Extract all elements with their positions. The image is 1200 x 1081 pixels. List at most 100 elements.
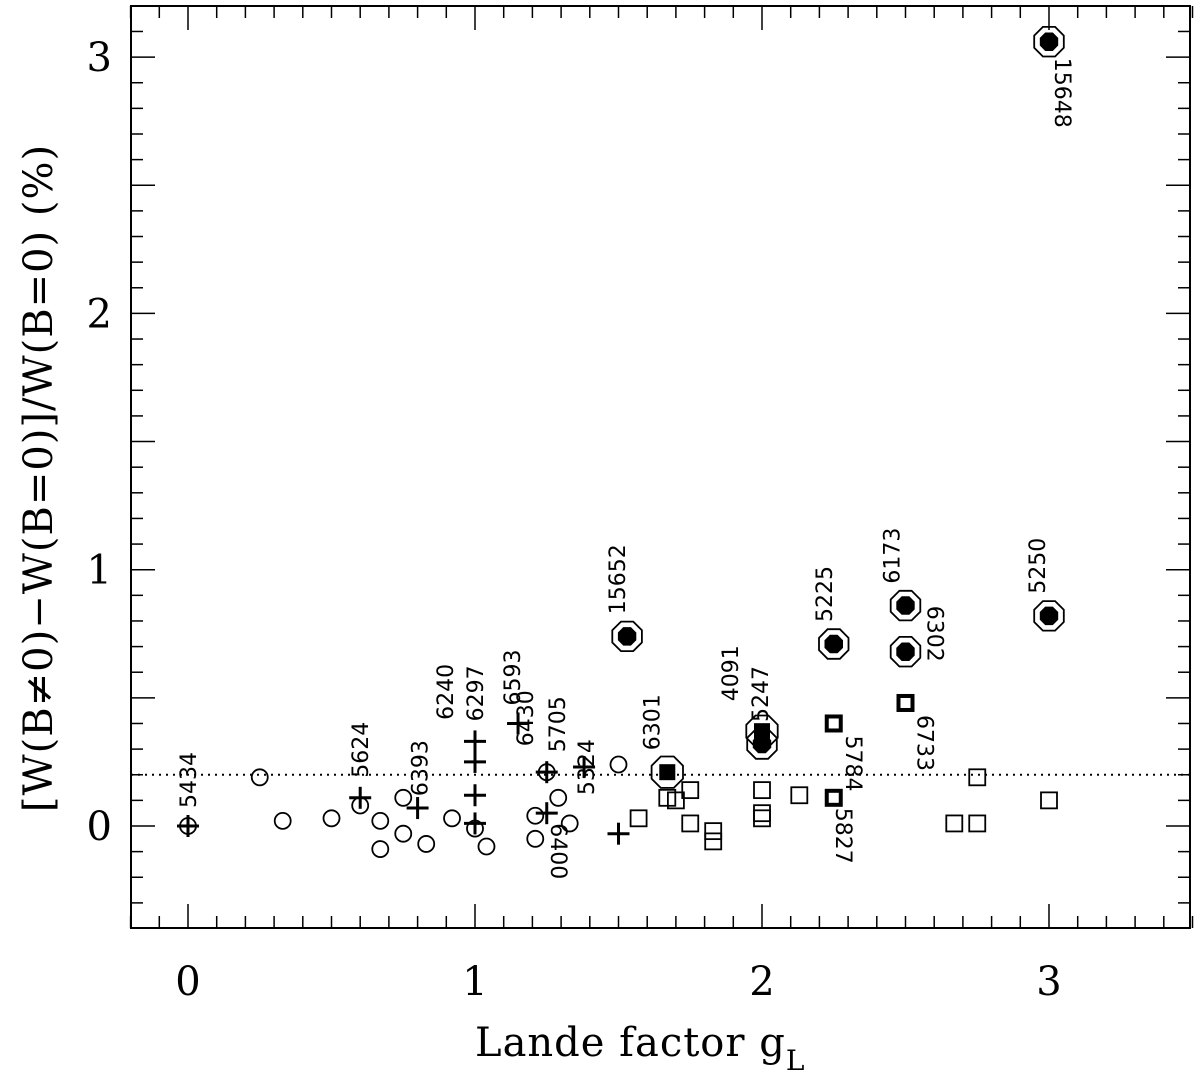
circled-plus-point xyxy=(536,762,557,783)
y-tick-label: 3 xyxy=(87,35,112,81)
point-label: 6393 xyxy=(409,740,434,796)
open-circle-point xyxy=(609,755,628,774)
circled-plus-point xyxy=(178,816,198,836)
open-square-point xyxy=(681,781,700,800)
point-label: 6297 xyxy=(464,665,489,721)
y-axis-title: [W(B≠0)−W(B=0)]/W(B=0) (%) xyxy=(16,144,62,812)
point-label: 5250 xyxy=(1026,538,1051,594)
open-circle-point xyxy=(394,788,413,807)
open-square-point xyxy=(704,832,723,851)
point-label: 5247 xyxy=(749,666,774,722)
point-label: 5225 xyxy=(813,566,838,622)
y-tick-label: 2 xyxy=(87,291,112,337)
point-label: 5324 xyxy=(575,739,600,795)
point-label: 15648 xyxy=(1049,58,1074,128)
open-square-point xyxy=(968,768,987,787)
open-circle-point xyxy=(477,837,496,856)
point-label: 6173 xyxy=(881,528,906,584)
outer-ring xyxy=(889,636,922,668)
point-label: 5434 xyxy=(177,752,202,808)
filled-square xyxy=(659,764,676,781)
open-square-point xyxy=(1040,791,1058,810)
outer-ring xyxy=(889,589,922,622)
open-circle-point xyxy=(273,811,292,830)
point-label: 6430 xyxy=(514,690,539,746)
open-square-point xyxy=(667,791,685,810)
open-square-point xyxy=(753,809,771,828)
open-circle-point xyxy=(371,840,390,858)
plus-point xyxy=(507,712,530,735)
x-tick-label: 2 xyxy=(749,959,774,1005)
plus-point xyxy=(607,822,630,845)
open-square-point xyxy=(753,781,771,800)
point-label: 6301 xyxy=(640,694,665,750)
point-label: 4091 xyxy=(719,645,744,701)
outer-ring xyxy=(611,620,643,652)
filled-circle-circled-point xyxy=(746,728,778,760)
filled-circle-circled-point xyxy=(1033,600,1065,632)
y-tick-label: 0 xyxy=(87,804,112,850)
point-label: 6733 xyxy=(912,715,937,771)
open-square-point xyxy=(629,809,648,828)
outer-ring xyxy=(746,728,778,760)
filled-dot xyxy=(752,734,772,754)
x-tick-label: 1 xyxy=(462,959,487,1005)
open-circle-point xyxy=(394,824,413,843)
point-label: 6593 xyxy=(501,650,526,706)
point-label: 15652 xyxy=(606,544,631,614)
point-label: 5784 xyxy=(840,736,865,792)
plus-point xyxy=(464,730,486,753)
plus-point xyxy=(406,797,429,820)
open-circle-point xyxy=(443,809,461,828)
open-circle-point xyxy=(549,788,568,807)
open-square-point xyxy=(704,822,723,841)
filled-circle-circled-point xyxy=(1033,25,1065,58)
filled-dot xyxy=(617,627,637,646)
open-circle-point xyxy=(322,809,341,828)
point-label: 6240 xyxy=(434,664,459,720)
outer-ring xyxy=(818,628,850,660)
plus-point xyxy=(464,812,486,835)
filled-circle-circled-point xyxy=(818,628,850,660)
outer-ring xyxy=(1033,25,1065,58)
bold-square-point xyxy=(824,714,843,733)
open-circle-point xyxy=(526,829,545,848)
filled-dot xyxy=(896,596,915,615)
plus-point xyxy=(573,756,596,779)
open-square-point xyxy=(945,814,964,833)
plus-point xyxy=(535,802,558,825)
axis-ticks xyxy=(129,6,1194,928)
outer-ring xyxy=(650,755,684,789)
bold-square-point xyxy=(824,788,843,807)
open-square-point xyxy=(790,786,809,805)
point-label: 5827 xyxy=(830,808,855,864)
open-square-point xyxy=(753,804,771,823)
data-points xyxy=(177,25,1065,858)
open-square-point xyxy=(681,814,700,833)
point-label: 5705 xyxy=(546,696,571,752)
open-circle-point xyxy=(371,811,390,830)
open-circle-point xyxy=(526,806,545,825)
filled-dot xyxy=(896,642,915,661)
filled-dot xyxy=(1039,32,1059,51)
open-circle-point xyxy=(250,768,269,787)
point-label: 6400 xyxy=(545,823,570,879)
plus-point xyxy=(464,784,486,807)
open-square-point xyxy=(968,814,987,833)
open-circle-point xyxy=(560,814,579,833)
filled-square-circled-point xyxy=(650,755,684,789)
filled-circle-circled-point xyxy=(611,620,643,652)
plus-point xyxy=(464,750,486,773)
outer-ring xyxy=(1033,600,1065,632)
x-tick-label: 3 xyxy=(1036,959,1061,1005)
y-tick-label: 1 xyxy=(87,548,112,594)
filled-circle-circled-point xyxy=(889,589,922,622)
filled-dot xyxy=(824,634,843,654)
x-axis-title: Lande factor gL xyxy=(475,1020,805,1077)
tick-labels: 0 1 2 3 0 1 2 3 xyxy=(87,35,1062,1005)
plus-point xyxy=(349,786,372,809)
x-tick-label: 0 xyxy=(175,959,200,1005)
bold-square-point xyxy=(896,693,915,712)
